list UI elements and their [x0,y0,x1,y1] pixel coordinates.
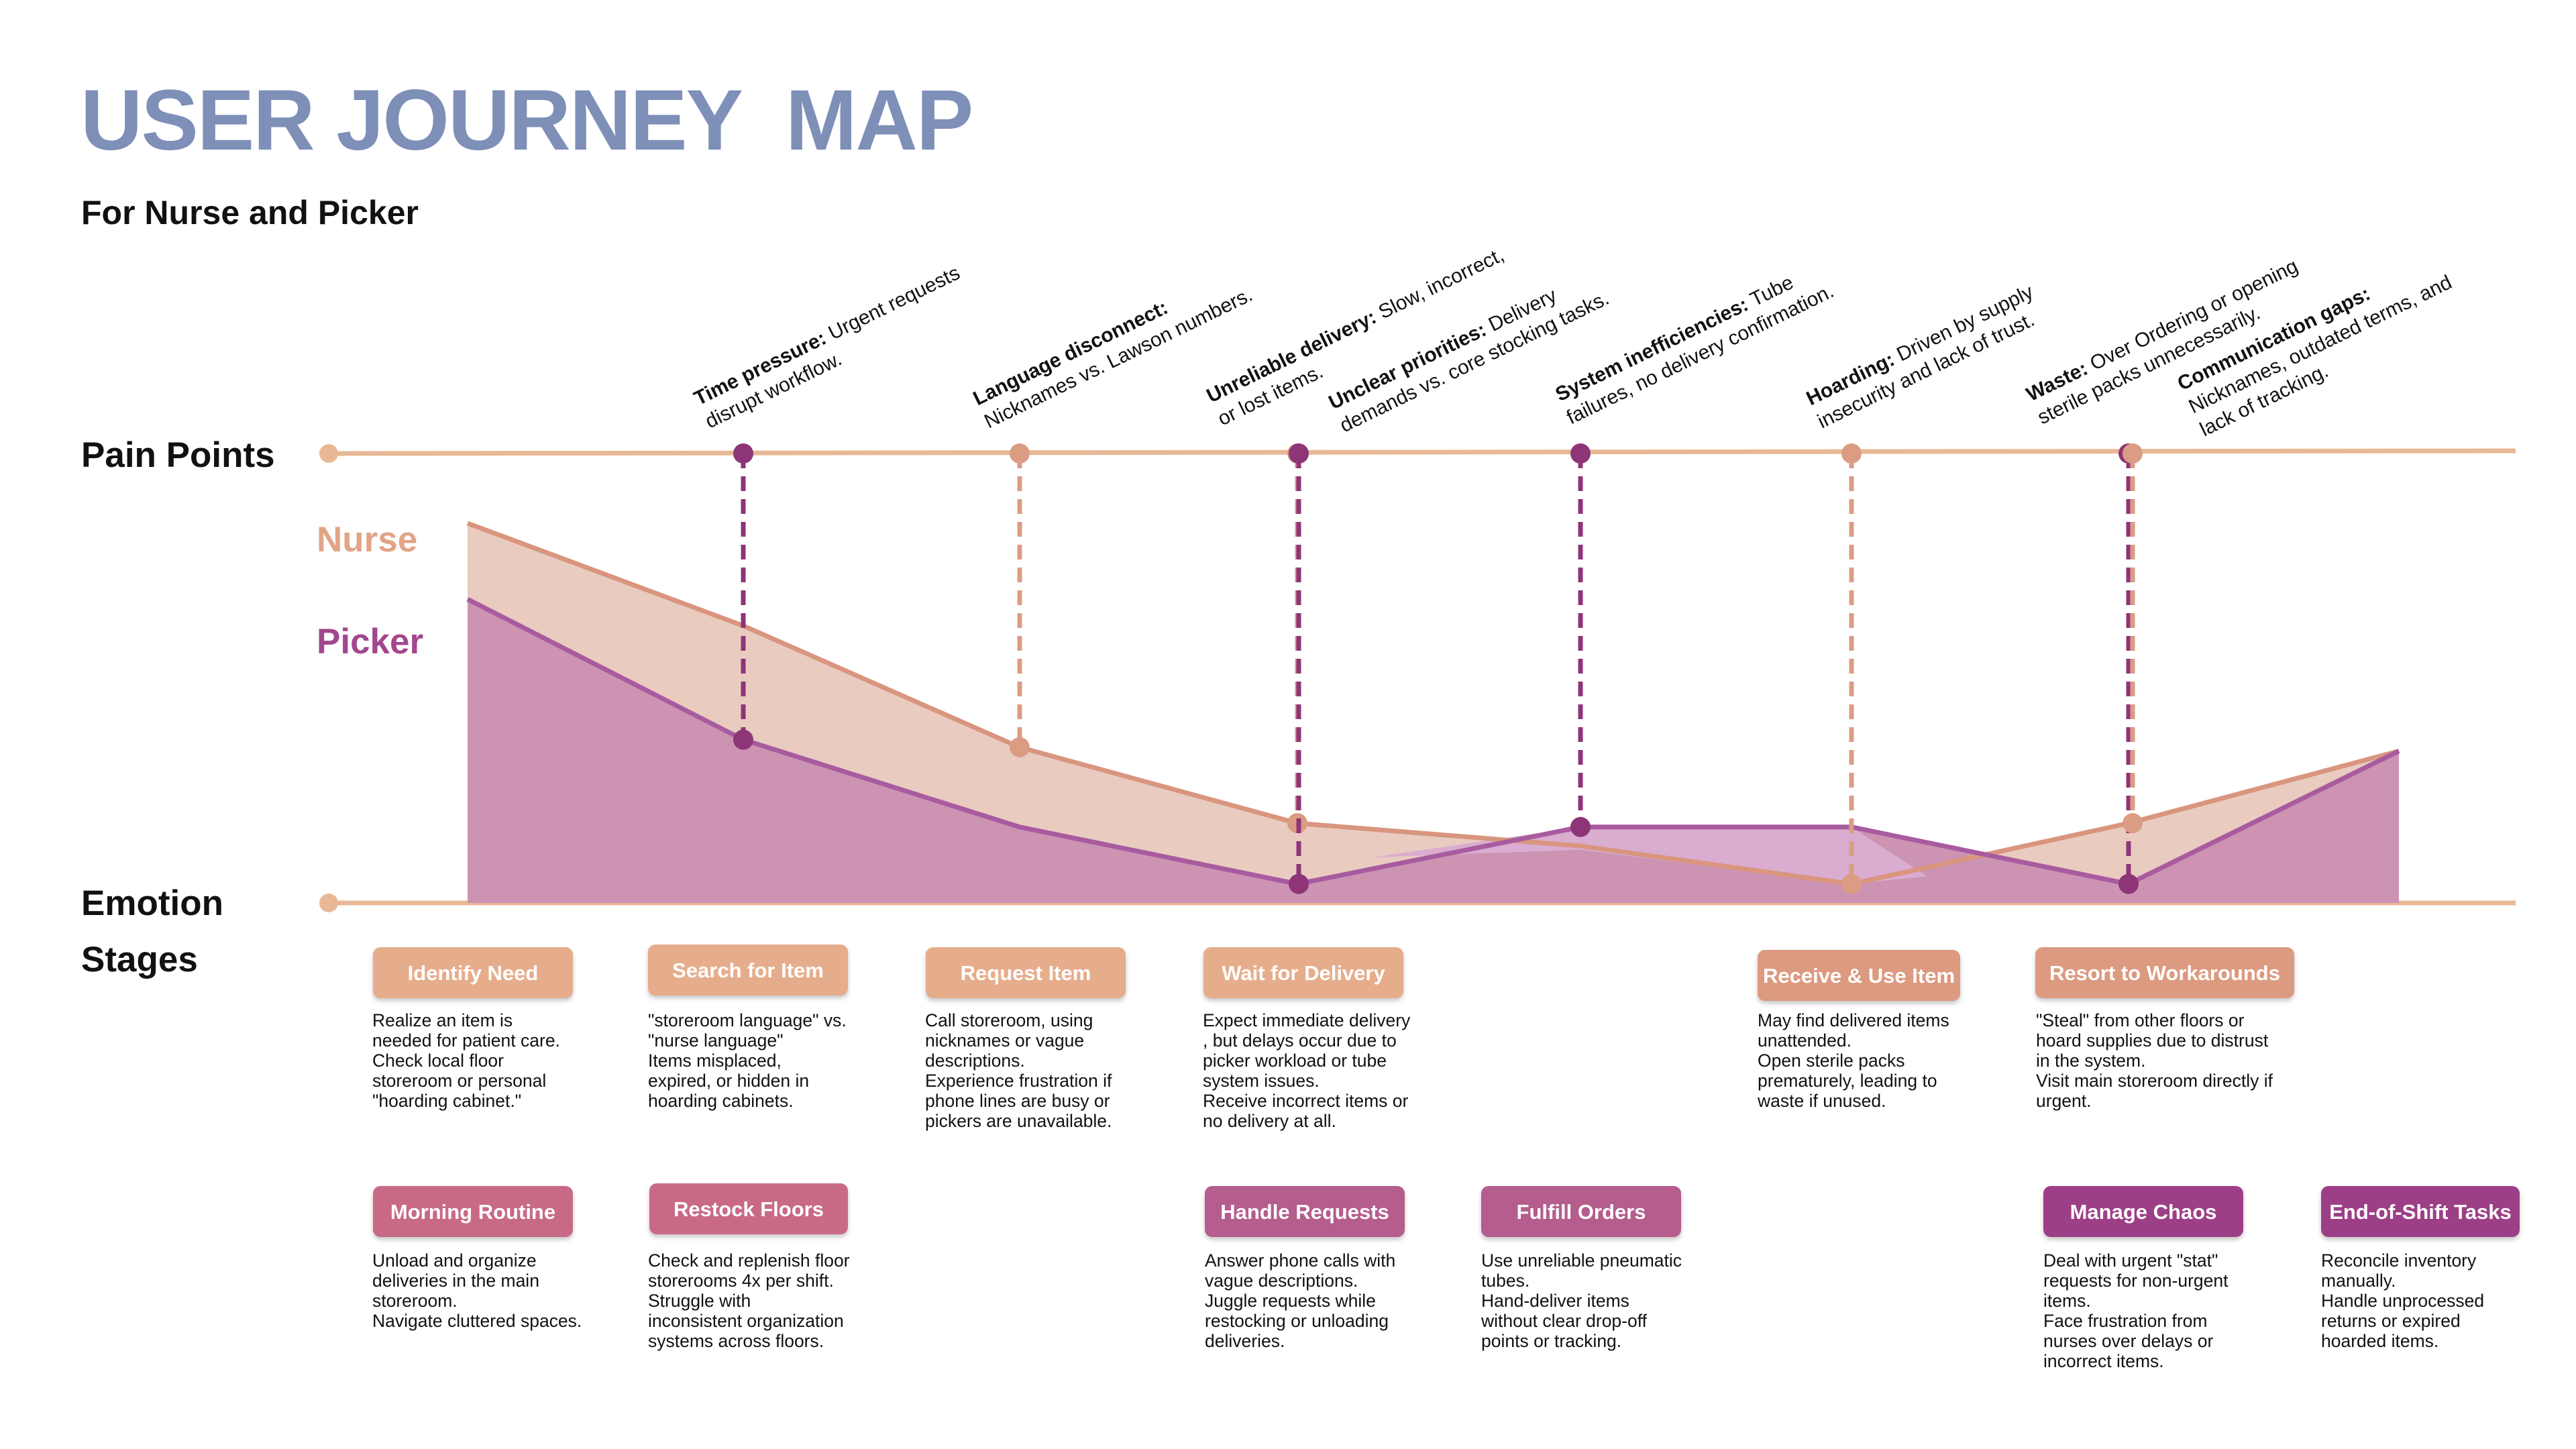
pain-marker-dot [733,443,753,464]
stage-description: Reconcile inventory manually. Handle unpro… [2321,1250,2485,1351]
pain-marker-dot [2123,443,2143,464]
picker-emotion-point [1570,816,1591,837]
pain-points-axis [328,448,2516,456]
stage-morning-routine: Morning Routine [373,1186,573,1237]
pain-marker-dot [1570,443,1591,464]
nurse-emotion-point [2123,813,2143,834]
pain-marker-dot [1010,443,1030,464]
stage-handle-requests: Handle Requests [1205,1186,1405,1237]
legend-picker: Picker [317,622,424,661]
stage-description: Expect immediate delivery, but delays oc… [1203,1010,1411,1131]
stage-receive-and-use-item: Receive & Use Item [1758,950,1960,1001]
stage-request-item: Request Item [926,947,1126,998]
stage-description: May find delivered items unattended. Open … [1758,1010,1949,1111]
picker-emotion-area [468,599,2399,903]
nurse-emotion-line [466,521,2400,887]
nurse-emotion-point [1841,873,1862,894]
legend-nurse: Nurse [317,520,418,559]
stage-identify-need: Identify Need [373,947,573,998]
stage-description: Call storeroom, using nicknames or vague d… [925,1010,1112,1131]
page-subtitle: For Nurse and Picker [81,194,419,231]
stage-description: Use unreliable pneumatic tubes. Hand-deliv… [1481,1250,1682,1351]
stage-description: "Steal" from other floors or hoard suppli… [2036,1010,2273,1111]
page-title: USER JOURNEY MAP [80,72,973,168]
picker-emotion-point [2118,873,2139,894]
nurse-emotion-point [1010,737,1030,757]
stage-description: "storeroom language" vs. "nurse language"… [648,1010,847,1111]
stage-description: Check and replenish floor storerooms 4x p… [648,1250,850,1351]
picker-emotion-point [1289,873,1309,894]
stage-description: Unload and organize deliveries in the mai… [372,1250,582,1331]
stage-wait-for-delivery: Wait for Delivery [1203,947,1403,998]
stage-end-of-shift-tasks: End-of-Shift Tasks [2321,1186,2520,1237]
emotion-axis-start-dot [319,894,338,912]
stage-description: Realize an item is needed for patient car… [372,1010,560,1111]
pain-marker-dot [1841,443,1862,464]
stage-restock-floors: Restock Floors [649,1183,848,1234]
pain-marker-dot [1289,443,1309,464]
stage-search-for-item: Search for Item [648,945,848,996]
stage-manage-chaos: Manage Chaos [2043,1186,2243,1237]
picker-emotion-line [466,597,2400,887]
emotion-row-label: Emotion [81,883,223,923]
picker-emotion-point [733,729,753,750]
pain-points-axis-start-dot [319,444,338,463]
stage-description: Answer phone calls with vague description… [1205,1250,1396,1351]
stages-row-label: Stages [81,940,198,979]
pain-points-row-label: Pain Points [81,435,275,475]
stage-fulfill-orders: Fulfill Orders [1481,1186,1681,1237]
stage-resort-to-workarounds: Resort to Workarounds [2035,947,2294,998]
stage-description: Deal with urgent "stat" requests for non-… [2043,1250,2229,1371]
